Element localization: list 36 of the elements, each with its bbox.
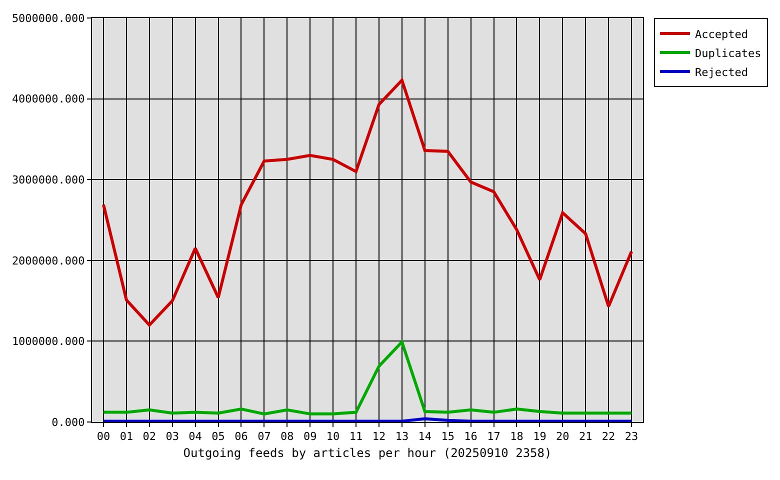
- line-series: [102, 340, 634, 416]
- x-tick-label: 22: [602, 430, 616, 444]
- y-tick-label: 0.000: [52, 416, 85, 429]
- y-tick-label: 1000000.000: [12, 335, 85, 348]
- x-tick-label: 20: [556, 430, 570, 444]
- x-tick-label: 23: [624, 430, 638, 444]
- x-axis-title: Outgoing feeds by articles per hour (20250910 2358): [183, 446, 552, 460]
- x-tick-label: 03: [166, 430, 179, 444]
- y-tick-label: 4000000.000: [12, 92, 85, 106]
- x-tick-label: 07: [258, 430, 271, 444]
- x-tick-label: 12: [372, 430, 386, 444]
- x-tick-label: 11: [349, 430, 363, 444]
- x-tick-label: 05: [212, 430, 225, 444]
- x-tick-label: 00: [96, 430, 110, 444]
- x-tick-label: 13: [395, 430, 409, 444]
- x-tick-label: 09: [303, 430, 317, 444]
- x-tick-label: 17: [487, 430, 500, 444]
- x-tick-label: 15: [441, 430, 454, 444]
- y-tick-label: 2000000.000: [12, 254, 85, 268]
- x-tick-label: 08: [280, 430, 294, 444]
- x-tick-label: 02: [142, 430, 156, 444]
- x-tick-label: 16: [464, 430, 478, 444]
- x-tick-label: 14: [418, 430, 432, 444]
- legend-label: Duplicates: [695, 46, 762, 60]
- y-tick-label: 3000000.000: [12, 173, 85, 186]
- legend-label: Rejected: [695, 66, 748, 79]
- x-tick-label: 04: [188, 430, 202, 444]
- x-tick-label: 18: [510, 430, 524, 444]
- x-tick-label: 06: [234, 430, 248, 444]
- legend-label: Accepted: [695, 28, 748, 41]
- x-tick-label: 19: [533, 430, 546, 444]
- x-tick-label: 01: [120, 430, 134, 444]
- x-tick-label: 10: [326, 430, 340, 444]
- x-tick-label: 21: [578, 430, 592, 444]
- y-tick-label: 5000000.000: [12, 12, 85, 25]
- line-series: [102, 78, 634, 327]
